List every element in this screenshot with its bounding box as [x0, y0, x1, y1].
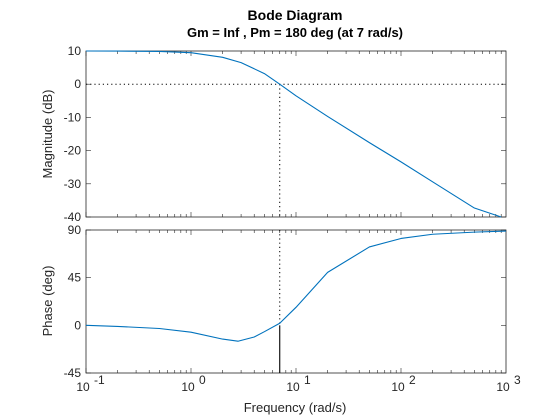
- mag-y-tick-label: -30: [64, 177, 82, 191]
- magnitude-axis-label: Magnitude (dB): [40, 90, 55, 179]
- phase-axes-box: [85, 229, 507, 374]
- x-tick-label: 10: [181, 380, 195, 394]
- chart-title: Bode Diagram: [248, 7, 343, 23]
- phase-series-line: [85, 230, 507, 342]
- x-tick-label: 10: [391, 380, 405, 394]
- frequency-axis-label: Frequency (rad/s): [244, 400, 347, 415]
- x-tick-label: 10: [76, 380, 90, 394]
- phase-y-tick-label: 90: [68, 223, 82, 237]
- x-tick-exponent: 2: [409, 373, 416, 387]
- x-tick-exponent: 3: [514, 373, 521, 387]
- mag-y-tick-label: 10: [68, 44, 82, 58]
- chart-subtitle: Gm = Inf , Pm = 180 deg (at 7 rad/s): [187, 25, 403, 40]
- magnitude-panel: 10 0 -10 -20 -30 -40: [64, 44, 507, 224]
- mag-y-tick-label: -40: [64, 210, 82, 224]
- x-tick-exponent: 1: [304, 373, 311, 387]
- mag-y-tick-label: 0: [74, 77, 81, 91]
- mag-series-line: [85, 50, 502, 218]
- x-tick-exponent: -1: [94, 373, 105, 387]
- phase-y-tick-label: 0: [74, 318, 81, 332]
- x-tick-label: 10: [496, 380, 510, 394]
- mag-axes-box: [85, 50, 507, 218]
- phase-y-tick-label: 45: [68, 271, 82, 285]
- mag-y-tick-label: -20: [64, 144, 82, 158]
- x-tick-label: 10: [286, 380, 300, 394]
- phase-y-tick-label: -45: [64, 366, 82, 380]
- mag-y-tick-label: -10: [64, 110, 82, 124]
- x-tick-exponent: 0: [199, 373, 206, 387]
- phase-axis-label: Phase (deg): [40, 266, 55, 337]
